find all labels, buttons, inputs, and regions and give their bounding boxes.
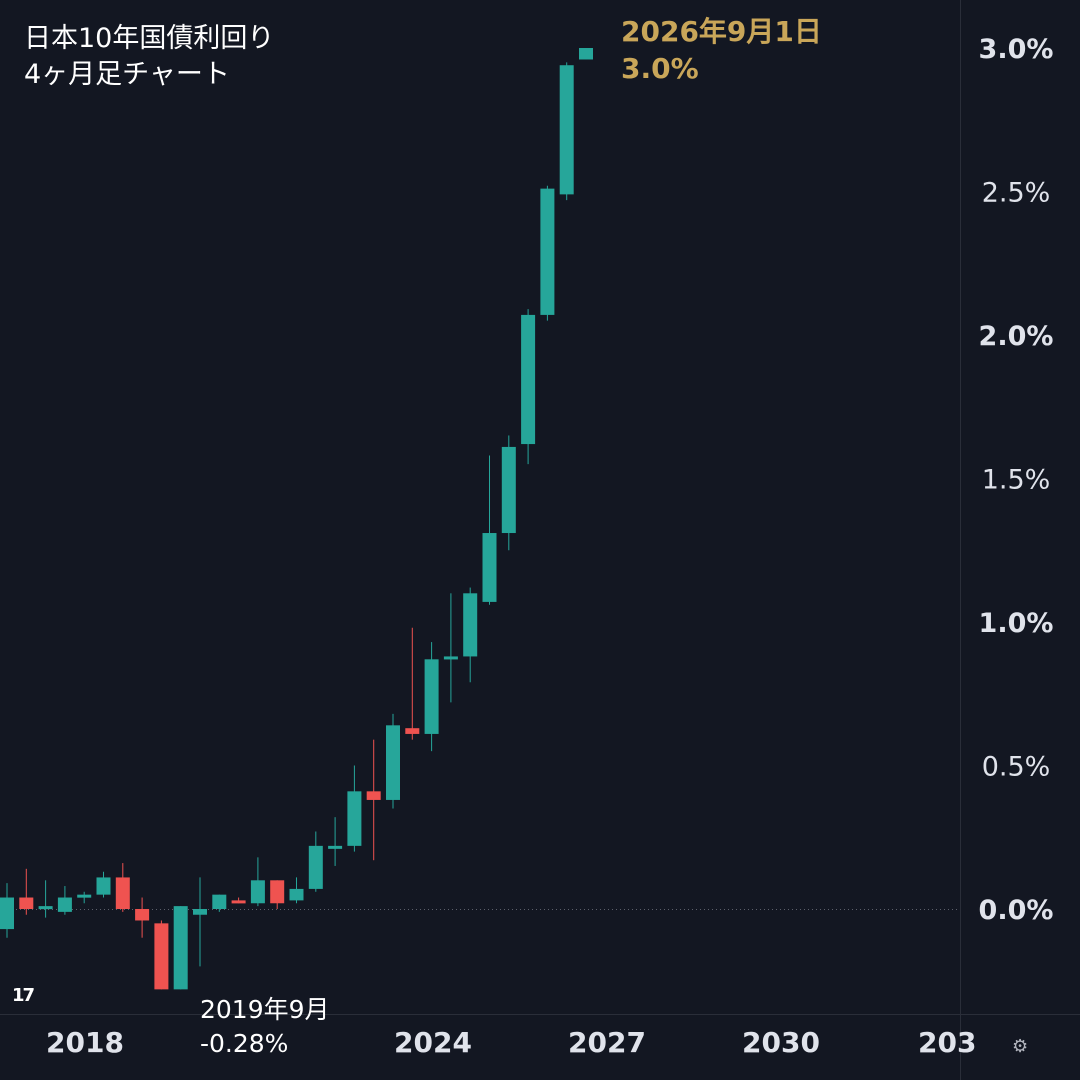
candle-body bbox=[424, 659, 439, 734]
latest-date-label: 2026年9月1日 bbox=[621, 15, 822, 48]
low-value-label: -0.28% bbox=[200, 1029, 289, 1058]
candle-body bbox=[366, 791, 381, 800]
candle-body bbox=[579, 48, 593, 60]
candle-body bbox=[135, 909, 150, 921]
candle bbox=[521, 309, 536, 465]
candle-body bbox=[463, 593, 478, 657]
candle bbox=[193, 877, 207, 967]
candle-body bbox=[212, 894, 227, 909]
candle bbox=[250, 857, 265, 907]
latest-value-label: 3.0% bbox=[621, 52, 699, 85]
candle bbox=[231, 897, 246, 904]
candle-body bbox=[38, 906, 53, 910]
price-tick-label: 0.5% bbox=[982, 752, 1051, 783]
candle-body bbox=[347, 791, 362, 846]
candle bbox=[386, 713, 400, 809]
price-tick-label: 1.5% bbox=[982, 465, 1051, 496]
candle bbox=[424, 642, 439, 752]
candle bbox=[579, 48, 593, 60]
candle bbox=[308, 831, 323, 892]
candle bbox=[366, 739, 381, 861]
candle bbox=[540, 185, 555, 321]
candle-body bbox=[77, 894, 92, 898]
candle bbox=[173, 906, 188, 990]
candle bbox=[212, 894, 227, 912]
candle bbox=[328, 817, 343, 866]
candle-body bbox=[308, 845, 323, 889]
candle-body bbox=[173, 906, 188, 990]
candle bbox=[482, 455, 497, 605]
candle bbox=[38, 880, 53, 918]
candle bbox=[57, 886, 72, 915]
time-tick-label: 2024 bbox=[394, 1026, 472, 1059]
candle bbox=[405, 627, 420, 740]
candle-body bbox=[115, 877, 130, 909]
time-tick-label: 2018 bbox=[46, 1026, 124, 1059]
time-tick-label: 2030 bbox=[742, 1026, 820, 1059]
candle-body bbox=[328, 845, 343, 849]
candle-body bbox=[501, 446, 516, 534]
candle-body bbox=[482, 533, 497, 602]
candle-body bbox=[193, 909, 207, 915]
candle-body bbox=[540, 188, 555, 315]
low-date-label: 2019年9月 bbox=[200, 995, 330, 1024]
candle-body bbox=[57, 897, 72, 912]
price-tick-label: 2.5% bbox=[982, 178, 1051, 209]
candle bbox=[270, 880, 285, 909]
candle bbox=[115, 863, 130, 912]
candle bbox=[135, 897, 150, 938]
time-tick-label: 2027 bbox=[568, 1026, 646, 1059]
price-tick-label: 0.0% bbox=[979, 895, 1054, 926]
candles bbox=[0, 48, 593, 990]
candle bbox=[0, 883, 14, 938]
candle bbox=[463, 587, 478, 683]
candle-body bbox=[0, 897, 14, 930]
candle bbox=[154, 920, 169, 990]
candle-body bbox=[386, 725, 400, 800]
candle-body bbox=[443, 656, 458, 660]
price-axis[interactable]: 3.0% 2.5% 2.0% 1.5% 1.0% 0.5% 0.0% bbox=[979, 34, 1054, 926]
time-tick-label: 203 bbox=[918, 1026, 976, 1059]
candle-body bbox=[96, 877, 111, 895]
candle bbox=[443, 593, 458, 703]
price-tick-label: 1.0% bbox=[979, 608, 1054, 639]
price-tick-label: 3.0% bbox=[979, 34, 1054, 65]
candle-body bbox=[270, 880, 285, 904]
chart-title-line1: 日本10年国債利回り bbox=[24, 23, 275, 54]
candle-body bbox=[405, 728, 420, 734]
candle bbox=[19, 868, 34, 915]
candle bbox=[559, 62, 574, 201]
candle-body bbox=[231, 900, 246, 904]
chart-title-line2: 4ヶ月足チャート bbox=[24, 59, 230, 90]
candle bbox=[77, 891, 92, 904]
candle bbox=[501, 435, 516, 551]
candle-body bbox=[521, 314, 536, 445]
settings-gear-icon[interactable]: ⚙ bbox=[1012, 1036, 1029, 1057]
candle bbox=[289, 877, 304, 904]
candle-body bbox=[559, 65, 574, 195]
candle-body bbox=[154, 923, 169, 990]
tradingview-logo-icon[interactable]: 17 bbox=[12, 985, 35, 1006]
candle bbox=[347, 765, 362, 852]
candle-body bbox=[19, 897, 34, 909]
candle-body bbox=[250, 880, 265, 904]
candle-body bbox=[289, 888, 304, 901]
price-tick-label: 2.0% bbox=[979, 321, 1054, 352]
time-axis[interactable]: 2018 2024 2027 2030 203 bbox=[46, 1026, 976, 1059]
candle bbox=[96, 871, 111, 898]
